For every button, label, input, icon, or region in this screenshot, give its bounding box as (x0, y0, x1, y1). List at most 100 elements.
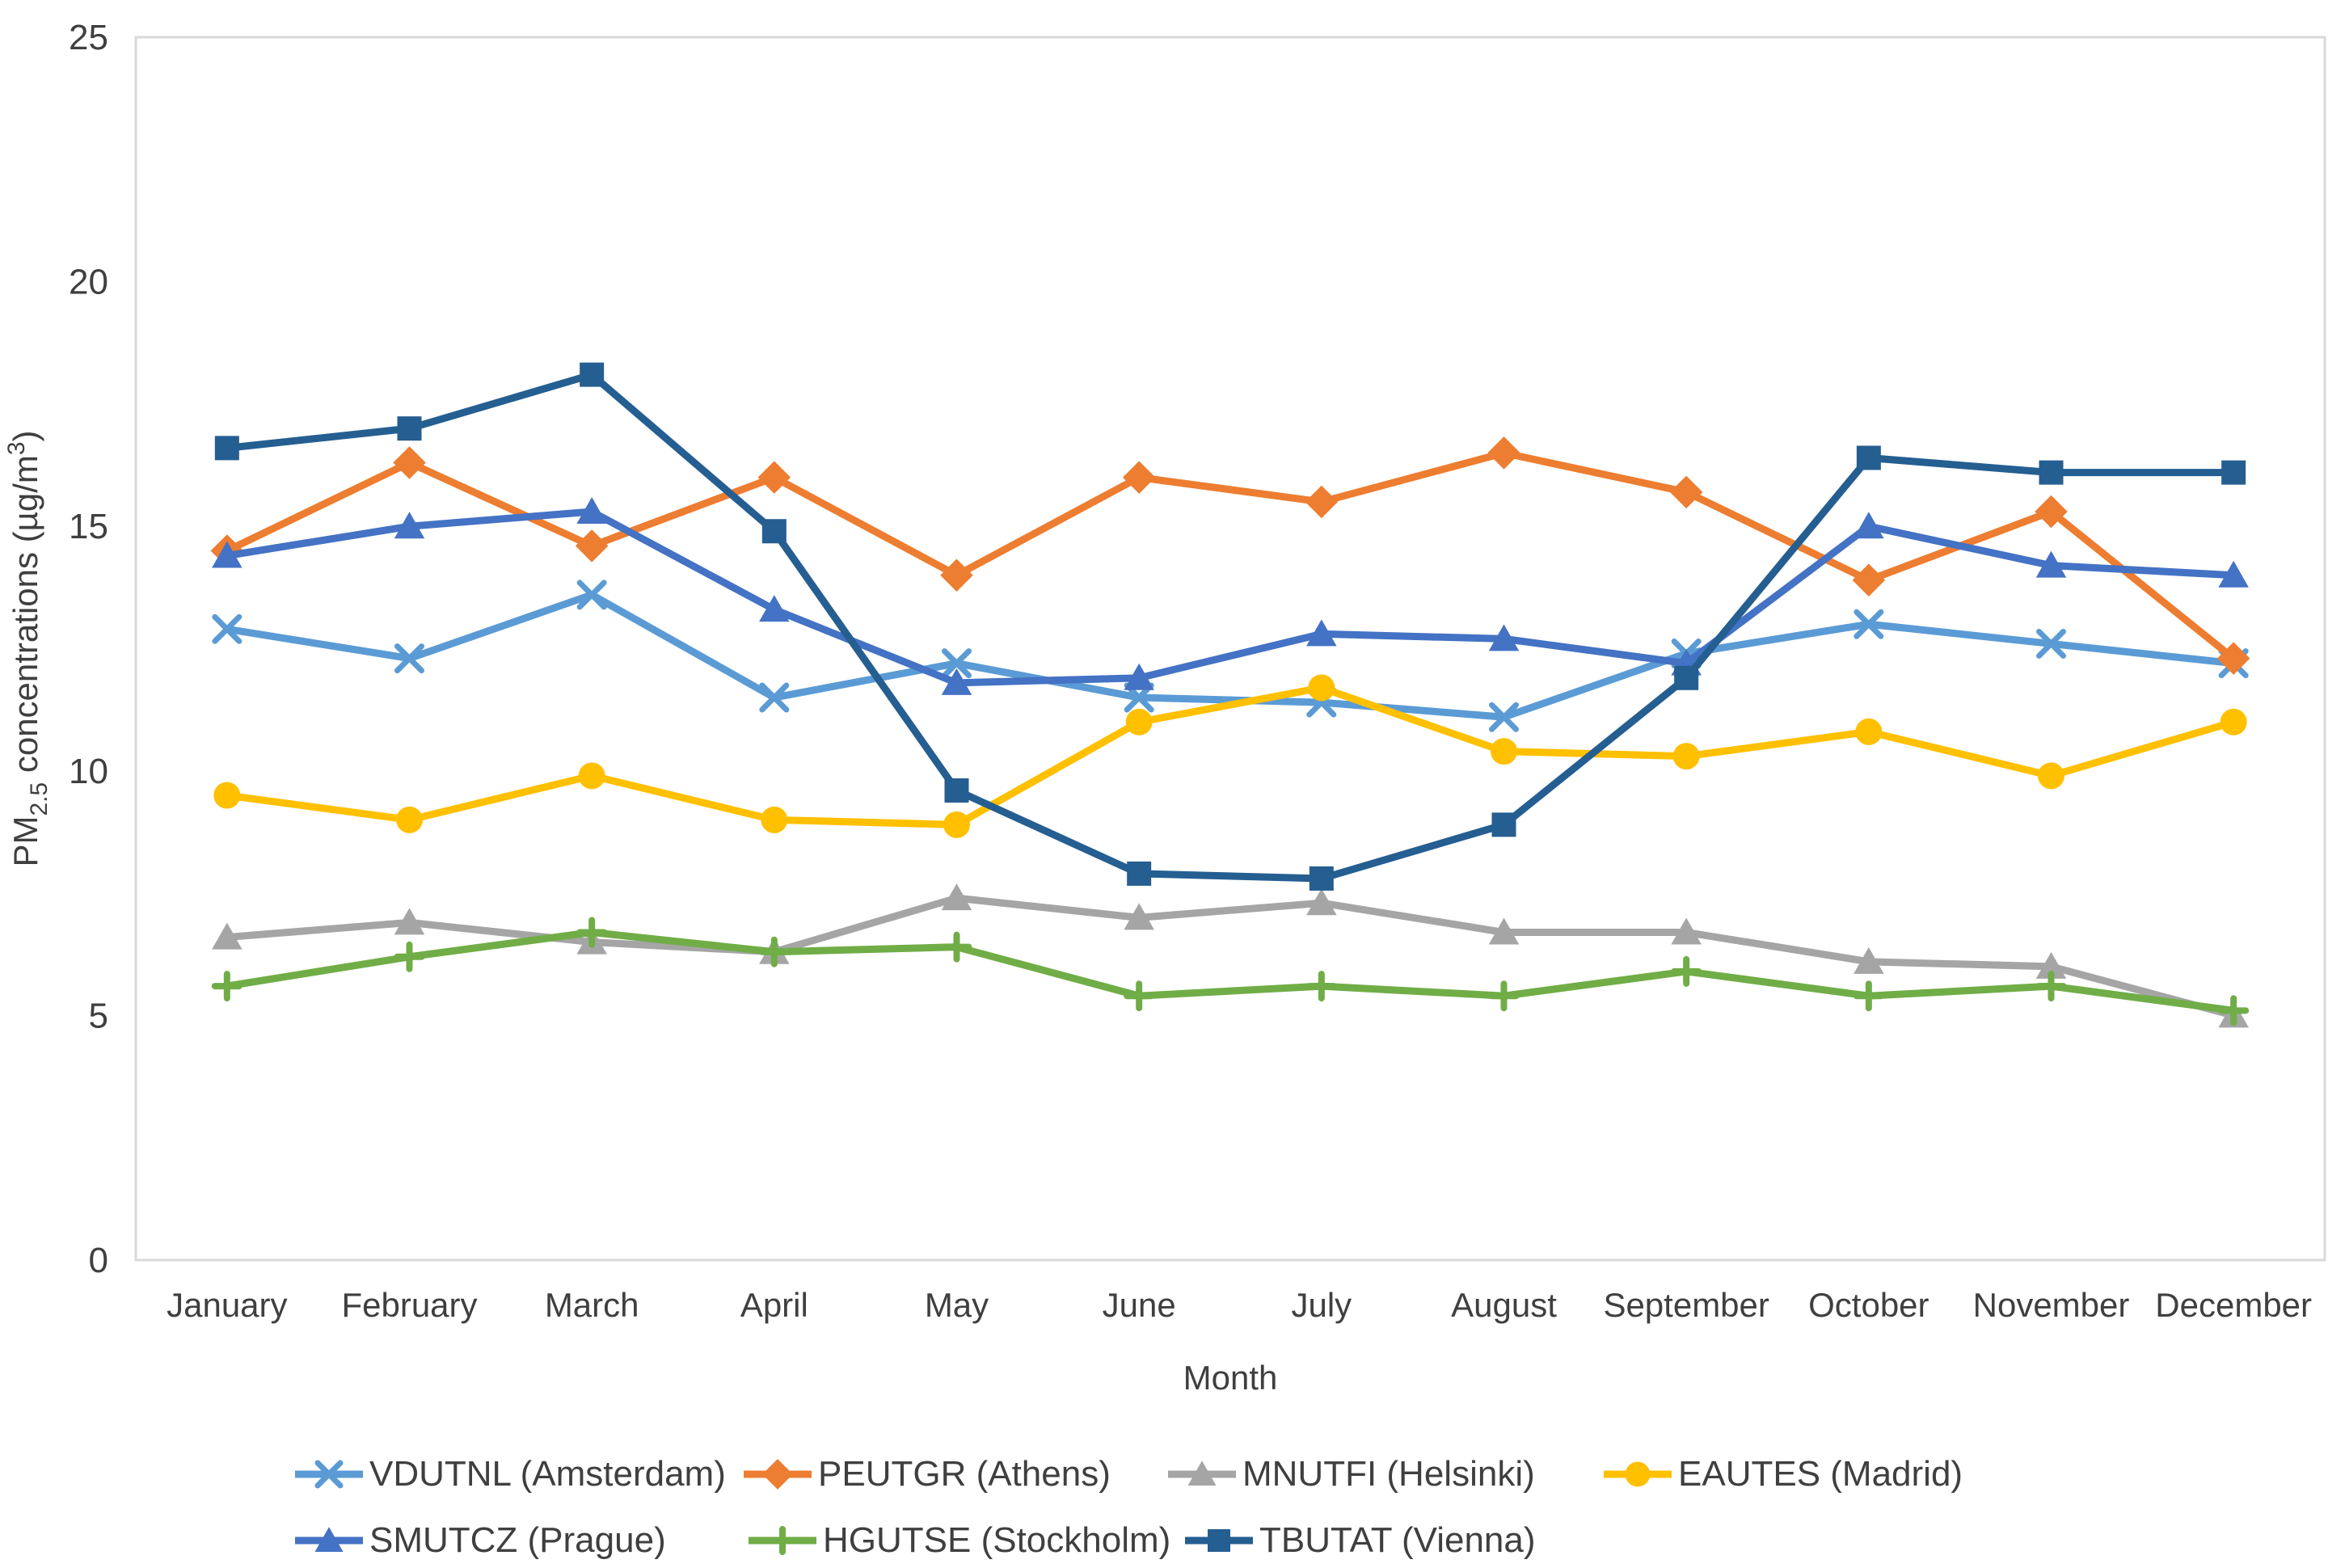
marker-circle (1672, 743, 1700, 770)
marker-triangle (394, 512, 425, 539)
legend-label: HGUTSE (Stockholm) (823, 1520, 1170, 1560)
marker-x (759, 682, 790, 713)
marker-diamond (1487, 436, 1520, 470)
legend-label: SMUTCZ (Prague) (369, 1520, 666, 1560)
marker-circle (2038, 762, 2064, 790)
marker-diamond (757, 461, 791, 494)
marker-circle (2220, 708, 2247, 736)
legend-label: VDUTNL (Amsterdam) (369, 1454, 726, 1494)
marker-plus (2218, 995, 2250, 1026)
marker-diamond (2216, 642, 2250, 675)
legend-item-HGUTSE: HGUTSE (Stockholm) (749, 1520, 1170, 1560)
marker-plus (394, 941, 425, 972)
marker-square (1208, 1529, 1230, 1552)
x-tick-label: March (545, 1286, 639, 1324)
legend-item-VDUTNL: VDUTNL (Amsterdam) (295, 1454, 726, 1494)
legend-label: TBUTAT (Vienna) (1259, 1520, 1536, 1560)
marker-diamond (2035, 495, 2068, 529)
marker-x (314, 1460, 344, 1489)
marker-triangle (2035, 550, 2067, 578)
legend-item-PEUTGR: PEUTGR (Athens) (744, 1454, 1111, 1494)
legend-label: PEUTGR (Athens) (818, 1454, 1111, 1494)
marker-diamond (1305, 485, 1339, 519)
y-axis-title: PM2.5 concentrations (µg/m3) (3, 430, 53, 866)
x-tick-label: February (341, 1286, 477, 1324)
x-tick-label: November (1973, 1286, 2130, 1324)
x-tick-label: September (1603, 1286, 1769, 1324)
series-line-SMUTCZ (223, 508, 2237, 687)
marker-square (2221, 460, 2246, 485)
marker-plus (1671, 955, 1702, 987)
marker-square (1127, 861, 1152, 886)
marker-plus (576, 917, 608, 948)
marker-diamond (762, 1459, 793, 1490)
x-tick-label: December (2155, 1286, 2312, 1324)
marker-circle (1125, 708, 1153, 736)
legend-item-SMUTCZ: SMUTCZ (Prague) (295, 1520, 666, 1560)
marker-plus (211, 971, 242, 1002)
marker-circle (213, 782, 241, 809)
marker-circle (396, 806, 423, 833)
marker-triangle (1124, 903, 1154, 930)
marker-square (214, 436, 239, 461)
marker-circle (1308, 674, 1335, 702)
marker-triangle (1488, 917, 1520, 945)
marker-x (1854, 609, 1884, 639)
marker-circle (1491, 738, 1517, 765)
plot-border (134, 36, 2326, 1262)
marker-diamond (1669, 475, 1703, 509)
marker-plus (758, 936, 790, 967)
marker-x (942, 648, 972, 679)
series-line-EAUTES (223, 684, 2237, 828)
x-tick-label: June (1103, 1286, 1176, 1324)
marker-triangle (759, 595, 790, 622)
marker-square (944, 778, 969, 803)
marker-triangle (1306, 888, 1337, 916)
x-tick-label: August (1451, 1286, 1557, 1324)
marker-square (2039, 460, 2064, 485)
x-tick-label: January (167, 1286, 287, 1324)
marker-triangle (1124, 663, 1154, 690)
marker-x (2036, 628, 2066, 659)
marker-square (397, 416, 422, 441)
x-tick-label: October (1808, 1286, 1929, 1324)
marker-triangle (941, 883, 972, 911)
marker-x (394, 643, 424, 674)
marker-square (761, 519, 787, 544)
legend-item-EAUTES: EAUTES (Madrid) (1604, 1454, 1963, 1494)
marker-circle (761, 806, 788, 833)
marker-diamond (940, 558, 973, 592)
marker-square (1491, 812, 1516, 837)
x-tick-label: July (1291, 1286, 1352, 1324)
marker-triangle (1671, 917, 1702, 945)
series-line-PEUTGR (223, 449, 2237, 663)
marker-triangle (1854, 512, 1884, 539)
marker-triangle (1187, 1461, 1217, 1486)
marker-triangle (576, 497, 607, 525)
y-tick-label: 5 (89, 996, 108, 1035)
legend-item-TBUTAT: TBUTAT (Vienna) (1185, 1520, 1536, 1560)
y-tick-label: 20 (69, 263, 108, 302)
marker-triangle (394, 908, 425, 935)
marker-plus (941, 931, 972, 963)
marker-diamond (575, 529, 609, 563)
series-line-VDUTNL (223, 591, 2237, 721)
marker-plus (1305, 971, 1337, 1002)
series-line-TBUTAT (223, 371, 2237, 883)
marker-circle (578, 762, 605, 790)
marker-circle (1625, 1461, 1651, 1487)
marker-diamond (1852, 563, 1886, 597)
marker-triangle (941, 668, 972, 695)
marker-plus (1853, 980, 1884, 1012)
marker-square (580, 362, 605, 387)
marker-square (1309, 866, 1334, 891)
marker-plus (768, 1526, 797, 1555)
legend-label: EAUTES (Madrid) (1678, 1454, 1963, 1494)
y-tick-label: 15 (69, 507, 108, 546)
marker-square (1856, 445, 1881, 470)
legend-label: MNUTFI (Helsinki) (1242, 1454, 1535, 1494)
x-axis-title: Month (1183, 1359, 1278, 1397)
marker-diamond (393, 446, 426, 479)
